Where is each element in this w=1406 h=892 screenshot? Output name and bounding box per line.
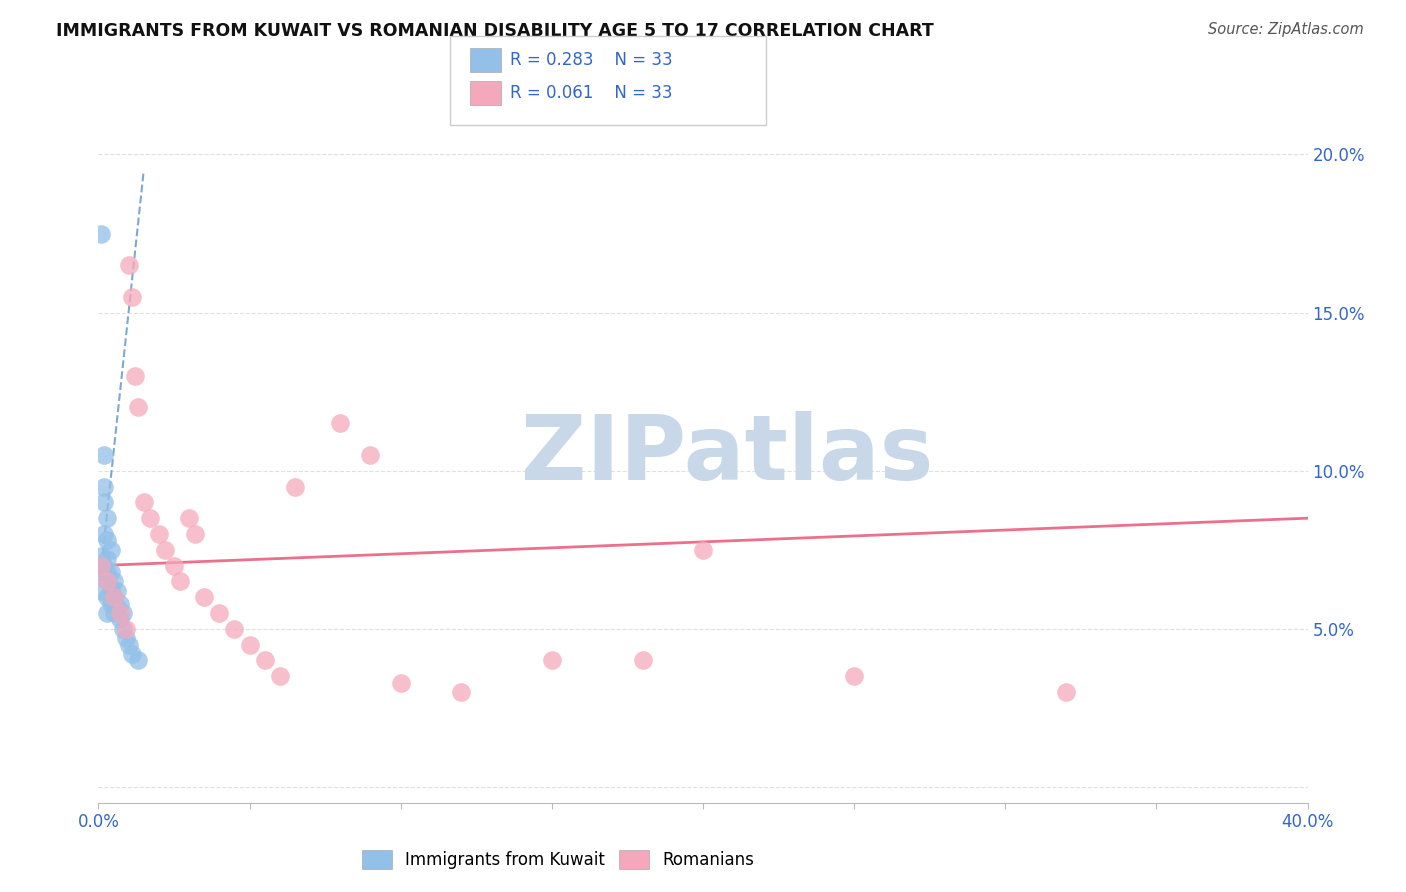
Point xyxy=(389,675,412,690)
Text: ZIPatlas: ZIPatlas xyxy=(522,411,934,499)
Legend: Immigrants from Kuwait, Romanians: Immigrants from Kuwait, Romanians xyxy=(357,846,759,874)
Point xyxy=(90,565,112,579)
Point xyxy=(103,591,125,605)
Point xyxy=(148,527,170,541)
Point xyxy=(208,606,231,620)
Point xyxy=(90,583,112,598)
Point xyxy=(100,597,122,611)
Point xyxy=(93,527,115,541)
Point xyxy=(103,606,125,620)
Point xyxy=(132,495,155,509)
Point xyxy=(163,558,186,573)
Point xyxy=(127,401,149,415)
Point xyxy=(184,527,207,541)
Point xyxy=(631,653,654,667)
Point xyxy=(96,606,118,620)
Point xyxy=(100,581,122,595)
Point xyxy=(179,511,201,525)
Point xyxy=(360,448,382,462)
Text: R = 0.283    N = 33: R = 0.283 N = 33 xyxy=(510,51,673,70)
Point xyxy=(139,511,162,525)
Point xyxy=(253,653,276,667)
Point xyxy=(96,552,118,566)
Point xyxy=(108,606,131,620)
Point xyxy=(450,685,472,699)
Point xyxy=(93,495,115,509)
Point xyxy=(96,511,118,525)
Point xyxy=(90,549,112,563)
Point xyxy=(96,574,118,589)
Point xyxy=(269,669,291,683)
Point xyxy=(93,479,115,493)
Point xyxy=(90,558,112,573)
Point xyxy=(114,622,136,636)
Point xyxy=(224,622,246,636)
Point xyxy=(127,653,149,667)
Point xyxy=(692,542,714,557)
Point xyxy=(114,632,136,646)
Point xyxy=(329,417,352,431)
Text: Source: ZipAtlas.com: Source: ZipAtlas.com xyxy=(1208,22,1364,37)
Point xyxy=(108,612,131,626)
Point xyxy=(118,638,141,652)
Point xyxy=(239,638,262,652)
Point xyxy=(111,622,134,636)
Point xyxy=(93,448,115,462)
Point xyxy=(124,368,146,383)
Point xyxy=(121,647,143,661)
Point xyxy=(103,574,125,589)
Point xyxy=(105,599,128,614)
Point xyxy=(105,583,128,598)
Point xyxy=(169,574,191,589)
Point xyxy=(1054,685,1077,699)
Point xyxy=(111,606,134,620)
Point xyxy=(96,565,118,579)
Text: R = 0.061    N = 33: R = 0.061 N = 33 xyxy=(510,84,673,103)
Point xyxy=(284,479,307,493)
Text: IMMIGRANTS FROM KUWAIT VS ROMANIAN DISABILITY AGE 5 TO 17 CORRELATION CHART: IMMIGRANTS FROM KUWAIT VS ROMANIAN DISAB… xyxy=(56,22,934,40)
Point xyxy=(193,591,215,605)
Point xyxy=(844,669,866,683)
Point xyxy=(96,591,118,605)
Point xyxy=(108,597,131,611)
Point xyxy=(100,565,122,579)
Point xyxy=(93,558,115,573)
Point xyxy=(121,290,143,304)
Point xyxy=(118,258,141,272)
Point xyxy=(96,574,118,589)
Point xyxy=(540,653,562,667)
Point xyxy=(103,591,125,605)
Point xyxy=(90,227,112,241)
Point xyxy=(96,533,118,548)
Point xyxy=(100,542,122,557)
Point xyxy=(153,542,176,557)
